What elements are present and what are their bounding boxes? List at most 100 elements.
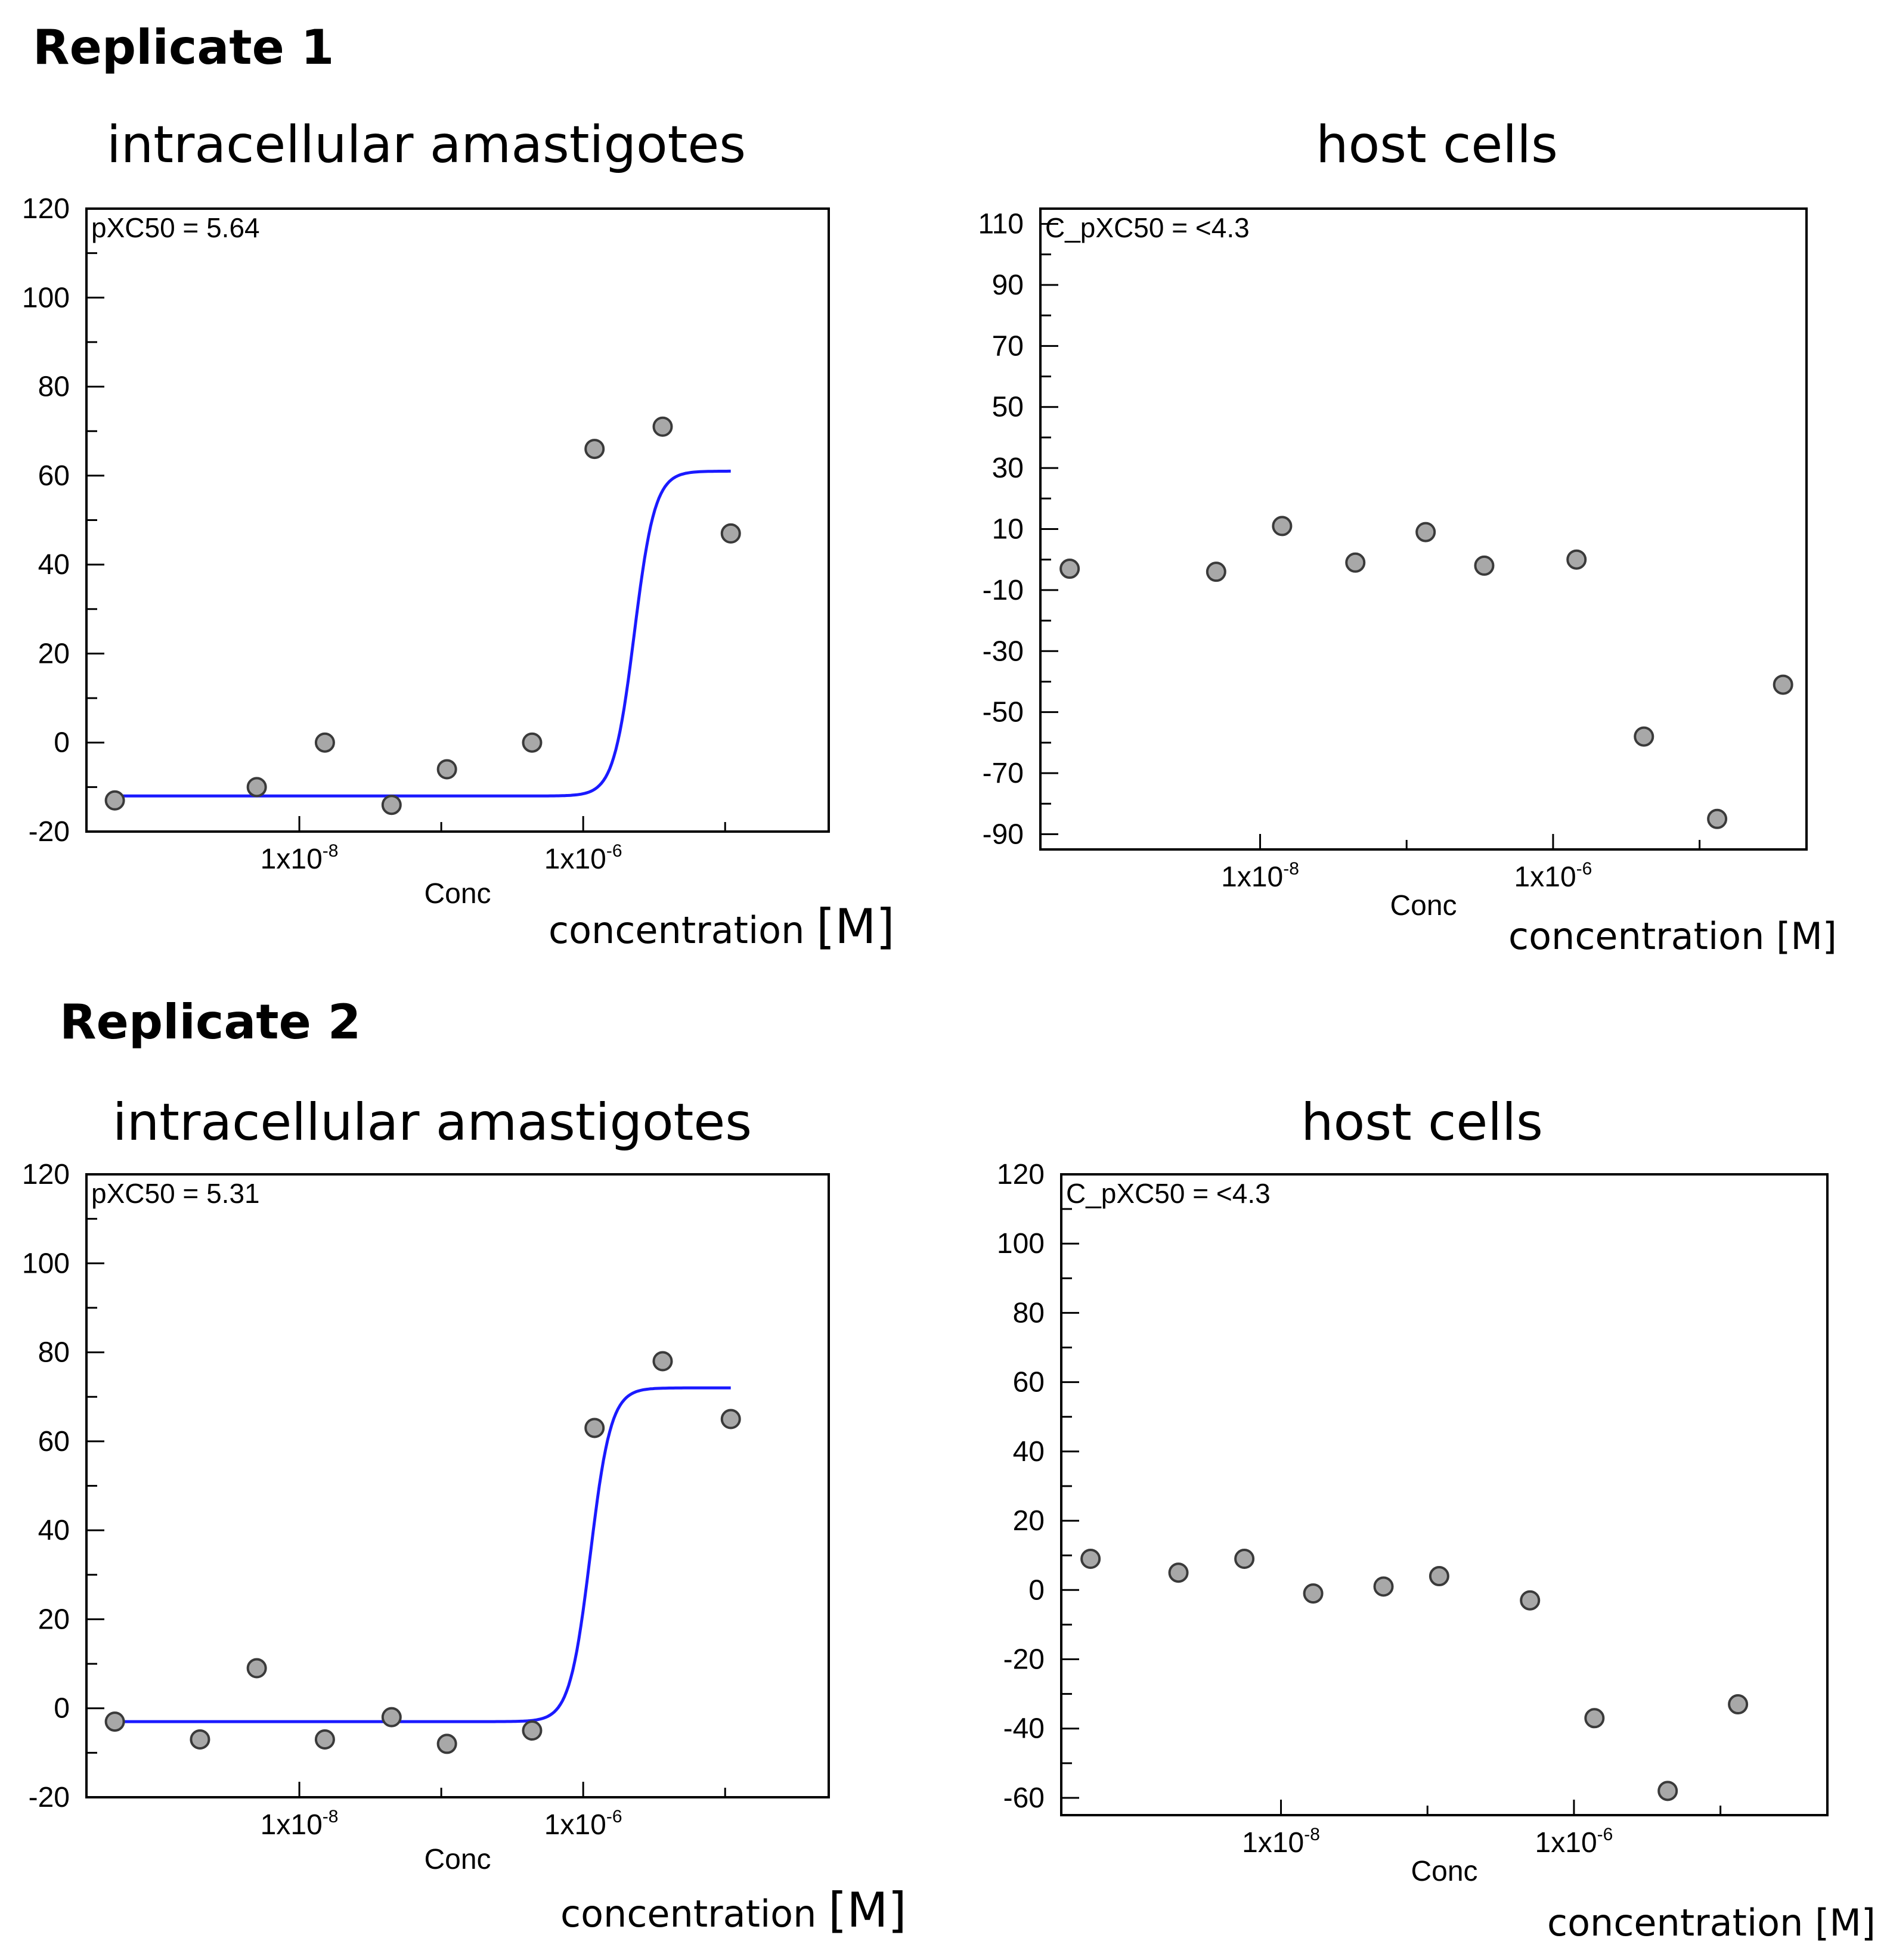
y-tick-label: 120 xyxy=(22,193,70,225)
r1-right-concentration-caption: concentration [M] xyxy=(1508,918,1837,955)
concentration-caption-unit: [M] xyxy=(816,899,895,954)
y-tick-label: 90 xyxy=(992,269,1024,301)
y-tick-label: 60 xyxy=(38,460,70,492)
data-point xyxy=(1206,562,1226,582)
data-point xyxy=(522,732,543,753)
data-point xyxy=(1657,1781,1678,1801)
y-tick-label: -50 xyxy=(983,697,1024,728)
r2-left-concentration-caption: concentration [M] xyxy=(560,1887,907,1934)
data-point xyxy=(436,1733,457,1754)
y-tick-label: 40 xyxy=(1013,1436,1045,1468)
data-point xyxy=(1429,1566,1449,1587)
fit-curve xyxy=(114,469,731,798)
data-point xyxy=(1234,1549,1255,1569)
y-tick-label: -20 xyxy=(29,816,70,848)
y-tick-label: -10 xyxy=(983,575,1024,606)
r1-right-panel-title: host cells xyxy=(1316,115,1558,175)
y-tick-label: 80 xyxy=(38,371,70,403)
data-point xyxy=(1707,808,1728,829)
y-tick-label: 50 xyxy=(992,392,1024,423)
replicate-2-title: Replicate 2 xyxy=(60,994,361,1050)
data-point xyxy=(584,1418,605,1438)
y-tick-label: 120 xyxy=(997,1159,1045,1190)
data-point xyxy=(1474,555,1495,576)
y-tick-label: 0 xyxy=(54,727,70,759)
data-point xyxy=(1272,516,1293,536)
data-point xyxy=(1584,1708,1605,1729)
data-point xyxy=(522,1720,543,1741)
y-tick-label: 120 xyxy=(22,1159,70,1190)
concentration-caption-text: concentration xyxy=(560,1892,817,1936)
data-point xyxy=(246,777,267,798)
y-tick-label: 0 xyxy=(54,1693,70,1725)
data-point xyxy=(1773,674,1793,695)
concentration-caption-unit: [M] xyxy=(1776,914,1837,958)
data-point xyxy=(1345,552,1366,573)
data-point xyxy=(314,1729,335,1750)
r1-amastigotes-chart: -20 0 20 40 60 80 100 120 1x10-8 1x10-6 Conc pXC50 … xyxy=(22,193,830,910)
x-tick-label: 1x10-6 xyxy=(544,841,622,875)
pxc50-annotation: pXC50 = 5.64 xyxy=(91,212,260,243)
y-tick-label: 80 xyxy=(1013,1297,1045,1329)
data-point xyxy=(1168,1562,1189,1583)
data-point xyxy=(104,790,125,811)
data-point xyxy=(381,795,402,815)
x-tick-label: 1x10-8 xyxy=(1221,859,1299,893)
data-point xyxy=(1520,1590,1541,1611)
y-tick-label: 40 xyxy=(38,1515,70,1546)
r2-right-concentration-caption: concentration [M] xyxy=(1547,1905,1876,1942)
pxc50-annotation: C_pXC50 = <4.3 xyxy=(1066,1178,1271,1209)
concentration-caption-unit: [M] xyxy=(1815,1901,1876,1945)
y-tick-label: -70 xyxy=(983,758,1024,789)
r2-right-panel-title: host cells xyxy=(1301,1093,1543,1152)
r2-left-panel-title: intracellular amastigotes xyxy=(112,1093,752,1152)
y-tick-label: 100 xyxy=(22,1248,70,1279)
concentration-caption-text: concentration xyxy=(1508,914,1765,958)
x-axis-title: Conc xyxy=(1411,1856,1477,1887)
y-tick-label: -20 xyxy=(29,1782,70,1813)
y-tick-label: 100 xyxy=(22,282,70,314)
data-point xyxy=(584,439,605,460)
r1-left-panel-title: intracellular amastigotes xyxy=(106,115,746,175)
data-point xyxy=(720,1409,741,1429)
data-point xyxy=(1566,549,1587,570)
fit-curve xyxy=(114,1386,731,1723)
data-point xyxy=(1728,1694,1749,1715)
x-tick-label: 1x10-8 xyxy=(261,841,339,875)
data-point xyxy=(246,1658,267,1679)
data-point xyxy=(436,759,457,780)
y-tick-label: 100 xyxy=(997,1228,1045,1260)
data-point xyxy=(104,1711,125,1732)
concentration-caption-text: concentration xyxy=(1547,1901,1804,1945)
y-tick-label: -30 xyxy=(983,635,1024,667)
y-tick-label: 110 xyxy=(978,209,1024,240)
data-point xyxy=(652,416,673,437)
y-tick-label: 20 xyxy=(1013,1505,1045,1537)
y-tick-label: 40 xyxy=(38,549,70,581)
x-tick-label: 1x10-8 xyxy=(261,1807,339,1841)
plot-frame xyxy=(1060,1173,1829,1816)
y-tick-label: -20 xyxy=(1003,1644,1045,1676)
y-tick-label: 80 xyxy=(38,1337,70,1369)
x-tick-label: 1x10-6 xyxy=(1514,859,1592,893)
x-tick-label: 1x10-6 xyxy=(544,1807,622,1841)
replicate-1-title: Replicate 1 xyxy=(33,20,334,75)
data-point xyxy=(381,1707,402,1728)
r2-amastigotes-chart: -20 0 20 40 60 80 100 120 1x10-8 1x10-6 Conc pXC50 … xyxy=(22,1159,830,1875)
data-point xyxy=(1080,1549,1101,1569)
y-tick-label: 20 xyxy=(38,638,70,669)
x-tick-label: 1x10-6 xyxy=(1535,1825,1613,1859)
r1-host-cells-chart: -90 -70 -50 -30 -10 10 30 50 70 90 110 1x10-8 1x10-6… xyxy=(978,207,1808,922)
pxc50-annotation: pXC50 = 5.31 xyxy=(91,1178,260,1209)
x-tick-label: 1x10-8 xyxy=(1242,1825,1320,1859)
y-tick-label: 10 xyxy=(992,514,1024,545)
data-point xyxy=(1634,726,1654,747)
concentration-caption-text: concentration xyxy=(549,908,805,952)
data-point xyxy=(1303,1583,1324,1604)
x-axis-title: Conc xyxy=(424,878,491,910)
pxc50-annotation: C_pXC50 = <4.3 xyxy=(1045,212,1250,243)
r2-host-cells-chart: -60 -40 -20 0 20 40 60 80 100 120 1x10-8 1x10-6 Conc… xyxy=(997,1159,1829,1887)
data-point xyxy=(1059,559,1080,579)
y-tick-label: 60 xyxy=(38,1426,70,1457)
plot-frame xyxy=(85,207,830,833)
